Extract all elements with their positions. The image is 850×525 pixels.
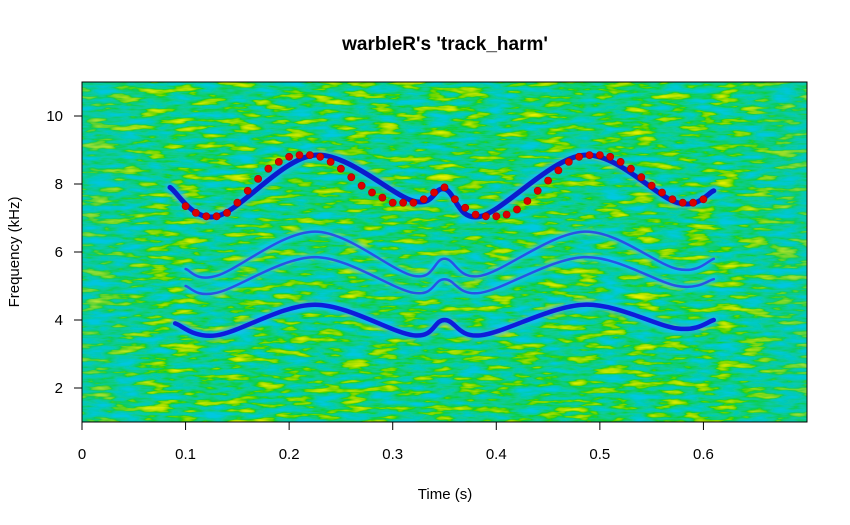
x-tick-label: 0.1 [175, 446, 196, 463]
x-tick-label: 0.4 [486, 446, 507, 463]
track-point [450, 195, 459, 204]
track-point [440, 183, 449, 192]
y-tick-label: 10 [46, 108, 63, 125]
track-point [357, 181, 366, 190]
track-point [181, 202, 190, 210]
track-point [481, 212, 490, 221]
track-point [336, 164, 345, 173]
y-tick-label: 6 [55, 244, 63, 261]
track-point [419, 195, 428, 204]
track-point [368, 188, 376, 197]
track-point [430, 188, 438, 197]
track-point [212, 212, 221, 221]
harmonic-band [172, 302, 717, 339]
track-point [264, 164, 273, 173]
y-tick-label: 4 [55, 312, 63, 329]
track-point [606, 152, 615, 161]
x-axis-label: Time (s) [418, 486, 472, 503]
spectrogram-edge-right [730, 82, 807, 422]
y-axis: 2 4 6 8 10 [46, 82, 83, 422]
x-tick-label: 0.2 [279, 446, 300, 463]
track-point [471, 210, 480, 219]
track-point [627, 164, 635, 173]
track-point [564, 157, 573, 166]
track-point [502, 210, 511, 219]
track-point [254, 174, 262, 183]
y-tick-label: 8 [55, 176, 63, 193]
track-point [637, 173, 646, 182]
track-point [616, 157, 625, 166]
track-point [461, 203, 470, 212]
harmonic-band [184, 255, 716, 296]
track-point [388, 198, 397, 207]
track-point [233, 198, 242, 207]
track-point [305, 151, 314, 159]
y-axis-label: Frequency (kHz) [6, 197, 23, 308]
track-point [533, 186, 542, 195]
track-point [326, 157, 335, 166]
track-point [223, 208, 231, 217]
x-tick-label: 0.5 [589, 446, 610, 463]
track-point [243, 186, 252, 195]
spectrogram-background [82, 82, 807, 422]
track-point [347, 173, 356, 182]
track-point [285, 152, 293, 161]
chart-title: warbleR's 'track_harm' [341, 34, 548, 55]
track-point [554, 166, 563, 175]
track-point [378, 193, 387, 202]
track-point [191, 208, 200, 217]
track-point [316, 152, 325, 161]
track-point [678, 198, 687, 207]
spectrogram-edge-left [82, 82, 162, 422]
track-point [575, 152, 583, 161]
track-point [668, 195, 677, 204]
y-tick-label: 2 [55, 380, 63, 397]
harmonic-band [184, 230, 716, 279]
x-tick-label: 0 [78, 446, 86, 463]
track-point [399, 198, 407, 207]
track-point [492, 212, 501, 221]
track-point [689, 198, 697, 207]
x-tick-label: 0.3 [382, 446, 403, 463]
track-point [544, 176, 552, 185]
plot-area [82, 82, 807, 422]
track-point [274, 157, 283, 166]
track-point [699, 195, 708, 204]
track-point [658, 188, 666, 197]
x-axis: 0 0.1 0.2 0.3 0.4 0.5 0.6 [78, 421, 807, 463]
track-point [647, 181, 656, 190]
track-point [585, 151, 594, 159]
track-point [409, 198, 418, 207]
tracked-points [181, 151, 708, 221]
track-point [295, 151, 304, 159]
track-point [596, 151, 604, 159]
x-tick-label: 0.6 [693, 446, 714, 463]
track-point [513, 205, 521, 214]
track-point [523, 197, 532, 205]
track-point [202, 212, 211, 221]
